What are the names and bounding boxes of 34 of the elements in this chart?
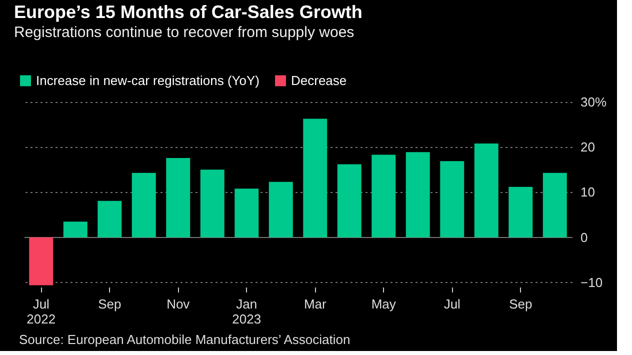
bar — [337, 164, 362, 238]
x-tick-label: Sep — [98, 296, 122, 312]
bar — [132, 172, 156, 238]
legend-label: Decrease — [291, 72, 347, 88]
bar — [166, 158, 190, 238]
bar — [303, 118, 328, 238]
bar — [29, 237, 54, 286]
source-note: Source: European Automobile Manufacturers’ Association — [19, 332, 350, 347]
bar — [406, 152, 430, 238]
y-tick-label: 20 — [580, 140, 595, 155]
x-tick-label: Jul 2022 — [26, 296, 56, 326]
bar — [372, 154, 396, 238]
bar — [474, 144, 498, 238]
y-tick-label: −10 — [580, 274, 603, 290]
bar — [268, 182, 293, 238]
x-tick-label: Jan 2023 — [232, 296, 262, 326]
bar — [542, 172, 567, 238]
x-tick-label: Mar — [304, 296, 327, 312]
bar — [63, 222, 88, 238]
x-tick-label: May — [371, 296, 396, 312]
bar — [234, 188, 259, 238]
bar — [508, 186, 533, 238]
chart-title: Europe’s 15 Months of Car-Sales Growth — [14, 2, 362, 22]
y-tick-label: 0 — [580, 230, 588, 245]
bar — [440, 161, 464, 238]
legend-label: Increase in new-car registrations (YoY) — [36, 72, 260, 88]
x-tick-label: Sep — [509, 296, 532, 312]
bar — [200, 170, 224, 238]
x-tick-label: Jul — [444, 296, 461, 312]
bar — [98, 200, 122, 238]
y-tick-label: 10 — [580, 184, 595, 200]
x-tick-label: Nov — [166, 296, 190, 312]
chart-subtitle: Registrations continue to recover from supply woes — [14, 24, 354, 41]
y-tick-label: 30% — [580, 94, 607, 110]
